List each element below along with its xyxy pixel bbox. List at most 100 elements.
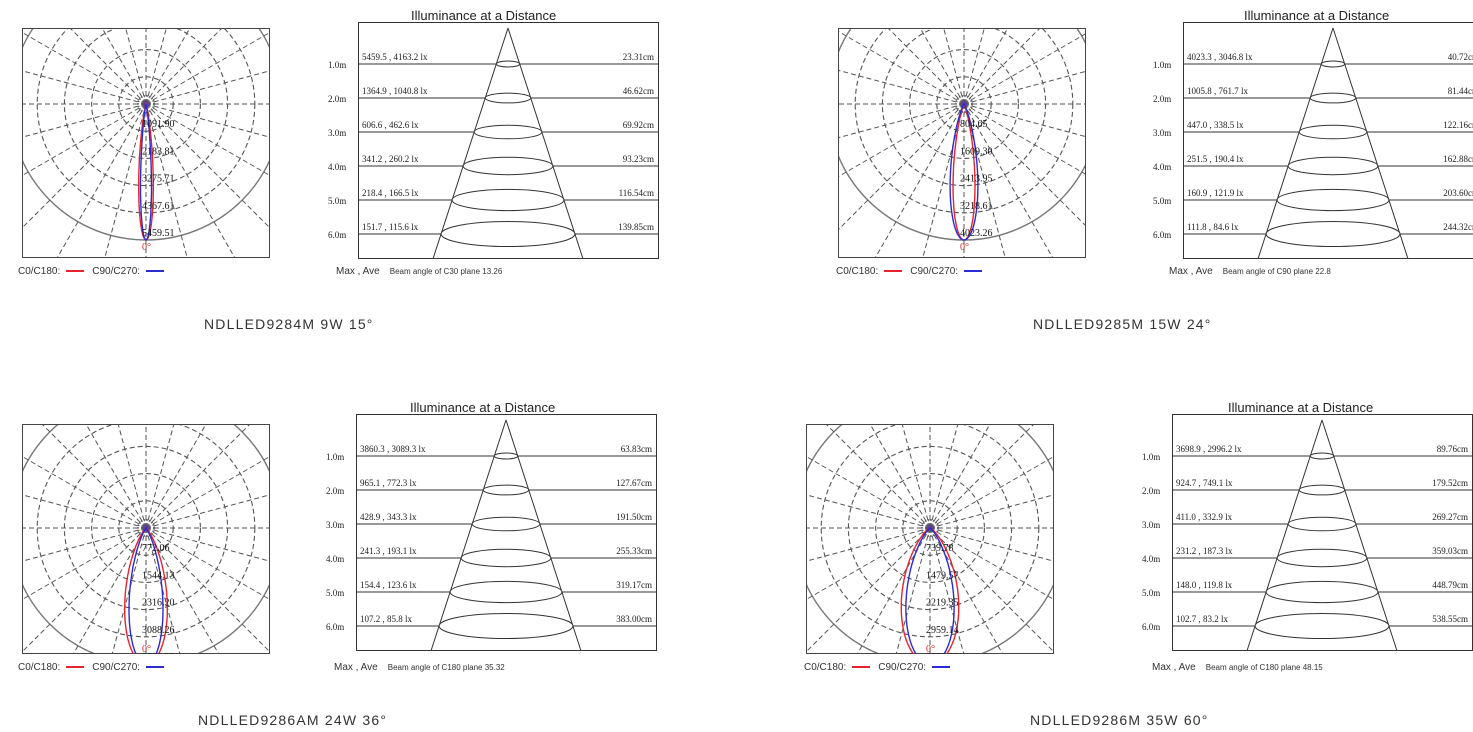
beam-diameter: 203.60cm (1443, 188, 1473, 198)
cone-right-edge (505, 419, 582, 651)
beam-ellipse (1276, 548, 1368, 568)
polar-spoke (145, 28, 223, 105)
max-ave-label: Max , Ave (1169, 266, 1213, 277)
illuminance-value: 218.4 , 166.5 lx (362, 188, 419, 198)
beam-diameter: 40.72cm (1448, 52, 1473, 62)
beam-ellipse (495, 60, 521, 68)
illuminance-value: 251.5 , 190.4 lx (1187, 154, 1244, 164)
c90-c270-curve (905, 527, 955, 654)
illuminance-value: 3860.3 , 3089.3 lx (360, 444, 426, 454)
polar-spoke (22, 31, 147, 105)
polar-ring (909, 49, 1019, 159)
polar-grid (22, 28, 270, 258)
polar-spoke (838, 69, 965, 105)
polar-spoke (838, 30, 965, 105)
distance-label: 3.0m (1142, 520, 1160, 530)
polar-tick-label: 3860.32 (142, 652, 175, 654)
illuminance-value: 341.2 , 260.2 lx (362, 154, 419, 164)
polar-spoke (69, 28, 147, 105)
illuminance-cone-chart: 1.0m 3698.9 , 2996.2 lx 89.76cm 2.0m 924.7 ,… (1142, 414, 1473, 651)
illuminance-value: 447.0 , 338.5 lx (1187, 120, 1244, 130)
cone-left-edge (430, 419, 507, 651)
beam-ellipse (482, 484, 530, 496)
polar-tick-label: 2219.35 (926, 598, 959, 609)
beam-diameter: 122.16cm (1443, 120, 1473, 130)
polar-spoke (901, 424, 931, 529)
c0-c180-curve (900, 527, 960, 654)
illuminance-value: 1005.8 , 761.7 lx (1187, 86, 1249, 96)
c90-c270-curve (139, 103, 153, 241)
legend-c90c270-swatch (146, 270, 165, 273)
polar-spoke (22, 103, 147, 229)
legend: C0/C180: C90/C270: (18, 266, 172, 277)
polar-tick-label: 772.06 (142, 543, 170, 554)
illuminance-value: 428.9 , 343.3 lx (360, 512, 417, 522)
beam-ellipse (460, 548, 552, 568)
distance-label: 5.0m (1142, 588, 1160, 598)
distance-label: 1.0m (328, 60, 346, 70)
legend-c0c180-swatch (66, 270, 85, 273)
chart-panel-4: 739.78 1479.57 2219.35 2959.14 3698.920° Ill… (804, 396, 1473, 728)
beam-diameter: 191.50cm (616, 512, 652, 522)
polar-spoke (887, 28, 965, 105)
c90-c270-curve (949, 102, 979, 241)
polar-spoke (929, 494, 1054, 529)
polar-spoke (929, 455, 1054, 529)
illuminance-value: 148.0 , 119.8 lx (1176, 580, 1233, 590)
distance-label: 2.0m (328, 94, 346, 104)
cone-footer: Max , Ave Beam angle of C90 plane 22.8 (1169, 266, 1331, 277)
max-ave-label: Max , Ave (336, 266, 380, 277)
illuminance-value: 154.4 , 123.6 lx (360, 580, 417, 590)
beam-diameter: 269.27cm (1432, 512, 1468, 522)
beam-ellipse (462, 156, 554, 176)
polar-ring (91, 473, 201, 583)
polar-spoke (806, 455, 931, 529)
beam-ellipse (1265, 221, 1401, 247)
distance-label: 5.0m (326, 588, 344, 598)
illuminance-value: 241.3 , 193.1 lx (360, 546, 417, 556)
polar-tick-label: 1544.13 (142, 570, 175, 581)
polar-hub (921, 519, 939, 537)
distance-label: 1.0m (326, 452, 344, 462)
illuminance-value: 924.7 , 749.1 lx (1176, 478, 1233, 488)
cone-left-edge (432, 27, 509, 259)
polar-tick-label: 2413.95 (960, 174, 993, 185)
illuminance-value: 231.2 , 187.3 lx (1176, 546, 1233, 556)
illuminance-value: 151.7 , 115.6 lx (362, 222, 419, 232)
beam-angle-note: Beam angle of C180 plane 35.32 (387, 663, 505, 672)
legend-c0c180-label: C0/C180: (836, 266, 879, 277)
polar-tick-label: 739.78 (926, 543, 954, 554)
polar-zero-label: 0° (960, 242, 969, 253)
beam-diameter: 127.67cm (616, 478, 652, 488)
beam-diameter: 81.44cm (1448, 86, 1473, 96)
legend: C0/C180: C90/C270: (836, 266, 990, 277)
polar-spoke (963, 32, 1086, 105)
polar-tick-label: 3275.71 (142, 174, 175, 185)
beam-ellipse (473, 124, 543, 140)
distance-label: 2.0m (326, 486, 344, 496)
beam-angle-note: Beam angle of C90 plane 22.8 (1222, 267, 1331, 276)
beam-diameter: 179.52cm (1432, 478, 1468, 488)
beam-ellipse (1265, 580, 1379, 604)
distance-label: 5.0m (328, 196, 346, 206)
max-ave-label: Max , Ave (1152, 662, 1196, 673)
polar-chart: 739.78 1479.57 2219.35 2959.14 3698.920° (806, 424, 1054, 654)
legend-c0c180-swatch (852, 666, 871, 669)
beam-ellipse (1254, 613, 1390, 639)
legend-c90c270-label: C90/C270: (92, 662, 141, 673)
beam-diameter: 383.00cm (616, 614, 652, 624)
cone-frame (358, 22, 659, 259)
polar-tick-label: 4023.26 (960, 228, 993, 239)
cone-footer: Max , Ave Beam angle of C180 plane 48.15 (1152, 662, 1323, 673)
legend-c90c270-swatch (964, 270, 983, 273)
model-label: NDLLED9286M 35W 60° (1030, 712, 1209, 728)
polar-spoke (825, 424, 931, 529)
polar-spoke (22, 70, 147, 105)
illuminance-value: 5459.5 , 4163.2 lx (362, 52, 428, 62)
model-label: NDLLED9285M 15W 24° (1033, 316, 1212, 332)
illuminance-cone-chart: 1.0m 4023.3 , 3046.8 lx 40.72cm 2.0m 1005.8 … (1153, 22, 1473, 259)
polar-hub (137, 95, 155, 113)
beam-diameter: 89.76cm (1437, 444, 1468, 454)
polar-spoke (22, 494, 147, 529)
beam-diameter: 319.17cm (616, 580, 652, 590)
